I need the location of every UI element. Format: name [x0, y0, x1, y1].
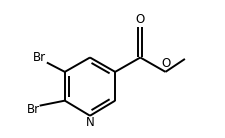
Text: Br: Br: [33, 51, 46, 64]
Text: N: N: [85, 116, 94, 129]
Text: O: O: [161, 57, 170, 70]
Text: Br: Br: [27, 104, 40, 116]
Text: O: O: [135, 13, 144, 26]
